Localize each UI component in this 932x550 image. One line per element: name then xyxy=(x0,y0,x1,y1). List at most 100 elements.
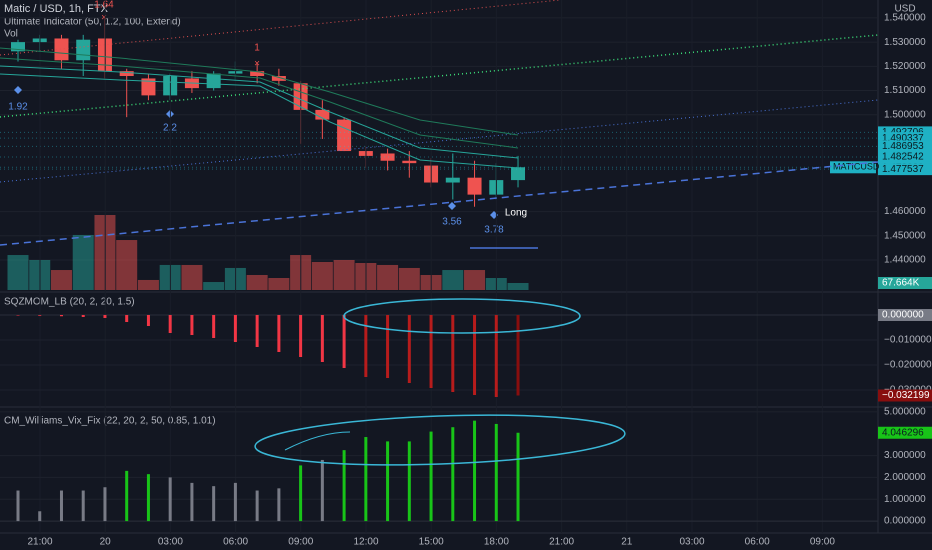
bar xyxy=(125,470,129,522)
price-tag-label: 1.477537 xyxy=(882,164,924,175)
bar xyxy=(38,315,42,316)
volume-bar xyxy=(72,234,94,290)
bar xyxy=(516,315,520,396)
bar xyxy=(212,315,216,338)
bar xyxy=(233,482,237,522)
symbol-tag-label: MATICUSD xyxy=(833,162,880,172)
bar xyxy=(168,315,172,333)
annotation: 1.64 xyxy=(94,0,114,11)
price-tag-label: 67.664K xyxy=(882,278,920,289)
x-tick-label: 09:00 xyxy=(288,537,313,548)
bar xyxy=(277,488,281,522)
y-tick-label: 3.000000 xyxy=(884,450,926,461)
y-tick-label: 2.000000 xyxy=(884,472,926,483)
bar xyxy=(81,315,85,317)
bar xyxy=(299,315,303,357)
axis-unit: USD xyxy=(894,4,915,15)
y-tick-label: 1.000000 xyxy=(884,494,926,505)
bar xyxy=(320,459,324,522)
bar xyxy=(451,427,455,522)
bar xyxy=(386,441,390,522)
x-tick-label: 20 xyxy=(100,537,112,548)
x-tick-label: 15:00 xyxy=(419,537,444,548)
x-tick-label: 12:00 xyxy=(353,537,378,548)
candle-body xyxy=(54,38,69,61)
volume-bar xyxy=(377,264,399,290)
indicator-title: Ultimate Indicator (50, 1.2, 100, Extend… xyxy=(4,17,181,28)
bar xyxy=(38,511,42,522)
y-tick-label: 1.510000 xyxy=(884,85,926,96)
annotation: 1 xyxy=(254,43,260,54)
x-tick-label: 03:00 xyxy=(158,537,183,548)
annotation: 1.92 xyxy=(8,102,28,113)
volume-bar xyxy=(137,279,159,290)
ribbon-line xyxy=(0,65,519,159)
price-tag-label: 0.000000 xyxy=(882,310,924,321)
bar xyxy=(342,450,346,522)
trend-line xyxy=(0,99,879,183)
bar xyxy=(255,490,259,522)
volume-bar xyxy=(116,240,138,290)
y-tick-label: 1.460000 xyxy=(884,206,926,217)
symbol-tag xyxy=(830,161,876,174)
bar xyxy=(473,420,477,522)
bar xyxy=(190,315,194,335)
price-tag-label: 4.046296 xyxy=(882,427,924,438)
bar xyxy=(233,315,237,342)
signal-marker xyxy=(14,86,22,94)
candle-body xyxy=(380,153,395,161)
trend-line xyxy=(0,161,879,246)
bar xyxy=(190,482,194,522)
bar xyxy=(516,432,520,522)
bar xyxy=(168,477,172,522)
x-tick-label: 06:00 xyxy=(745,537,770,548)
highlight-stroke xyxy=(284,431,351,451)
price-tag xyxy=(878,163,932,176)
price-tag xyxy=(878,309,932,321)
bar xyxy=(81,490,85,522)
bar xyxy=(429,315,433,388)
x-tick-label: 21:00 xyxy=(549,537,574,548)
bar xyxy=(407,441,411,522)
bar xyxy=(146,474,150,522)
bar xyxy=(429,431,433,522)
bar xyxy=(451,315,455,392)
annotation: × xyxy=(254,59,260,70)
ribbon-line xyxy=(0,57,519,149)
y-tick-label: 1.530000 xyxy=(884,37,926,48)
price-axis-bg xyxy=(878,0,932,550)
annotation: 3.56 xyxy=(442,217,462,228)
price-tag-label: 1.486953 xyxy=(882,141,924,152)
annotation: 3.78 xyxy=(484,225,504,236)
bar xyxy=(299,465,303,522)
volume-bar xyxy=(464,270,486,290)
bar xyxy=(146,315,150,326)
volume-bar xyxy=(268,278,290,290)
bar xyxy=(407,315,411,383)
candle-body xyxy=(271,76,286,81)
volume-bar xyxy=(398,267,420,290)
bar xyxy=(494,315,498,397)
candle-body xyxy=(402,160,417,164)
bar xyxy=(473,315,477,395)
price-tag-label: 1.482542 xyxy=(882,152,924,163)
candle-body xyxy=(76,39,91,61)
y-tick-label: 1.440000 xyxy=(884,255,926,266)
bar xyxy=(16,315,20,316)
pane-title: CM_Williams_Vix_Fix (22, 20, 2, 50, 0.85… xyxy=(4,416,216,427)
candle-body xyxy=(315,109,330,120)
bar xyxy=(103,487,107,522)
volume-bar xyxy=(246,275,268,290)
volume-bar xyxy=(7,255,29,290)
bar xyxy=(342,315,346,368)
y-tick-label: 1.520000 xyxy=(884,61,926,72)
y-tick-label: 0.000000 xyxy=(884,516,926,527)
price-tag xyxy=(878,140,932,153)
volume-bar xyxy=(442,270,464,290)
x-tick-label: 06:00 xyxy=(223,537,248,548)
y-tick-label: 5.000000 xyxy=(884,407,926,418)
candle-body xyxy=(445,177,460,183)
bar xyxy=(494,423,498,522)
bar xyxy=(320,315,324,362)
